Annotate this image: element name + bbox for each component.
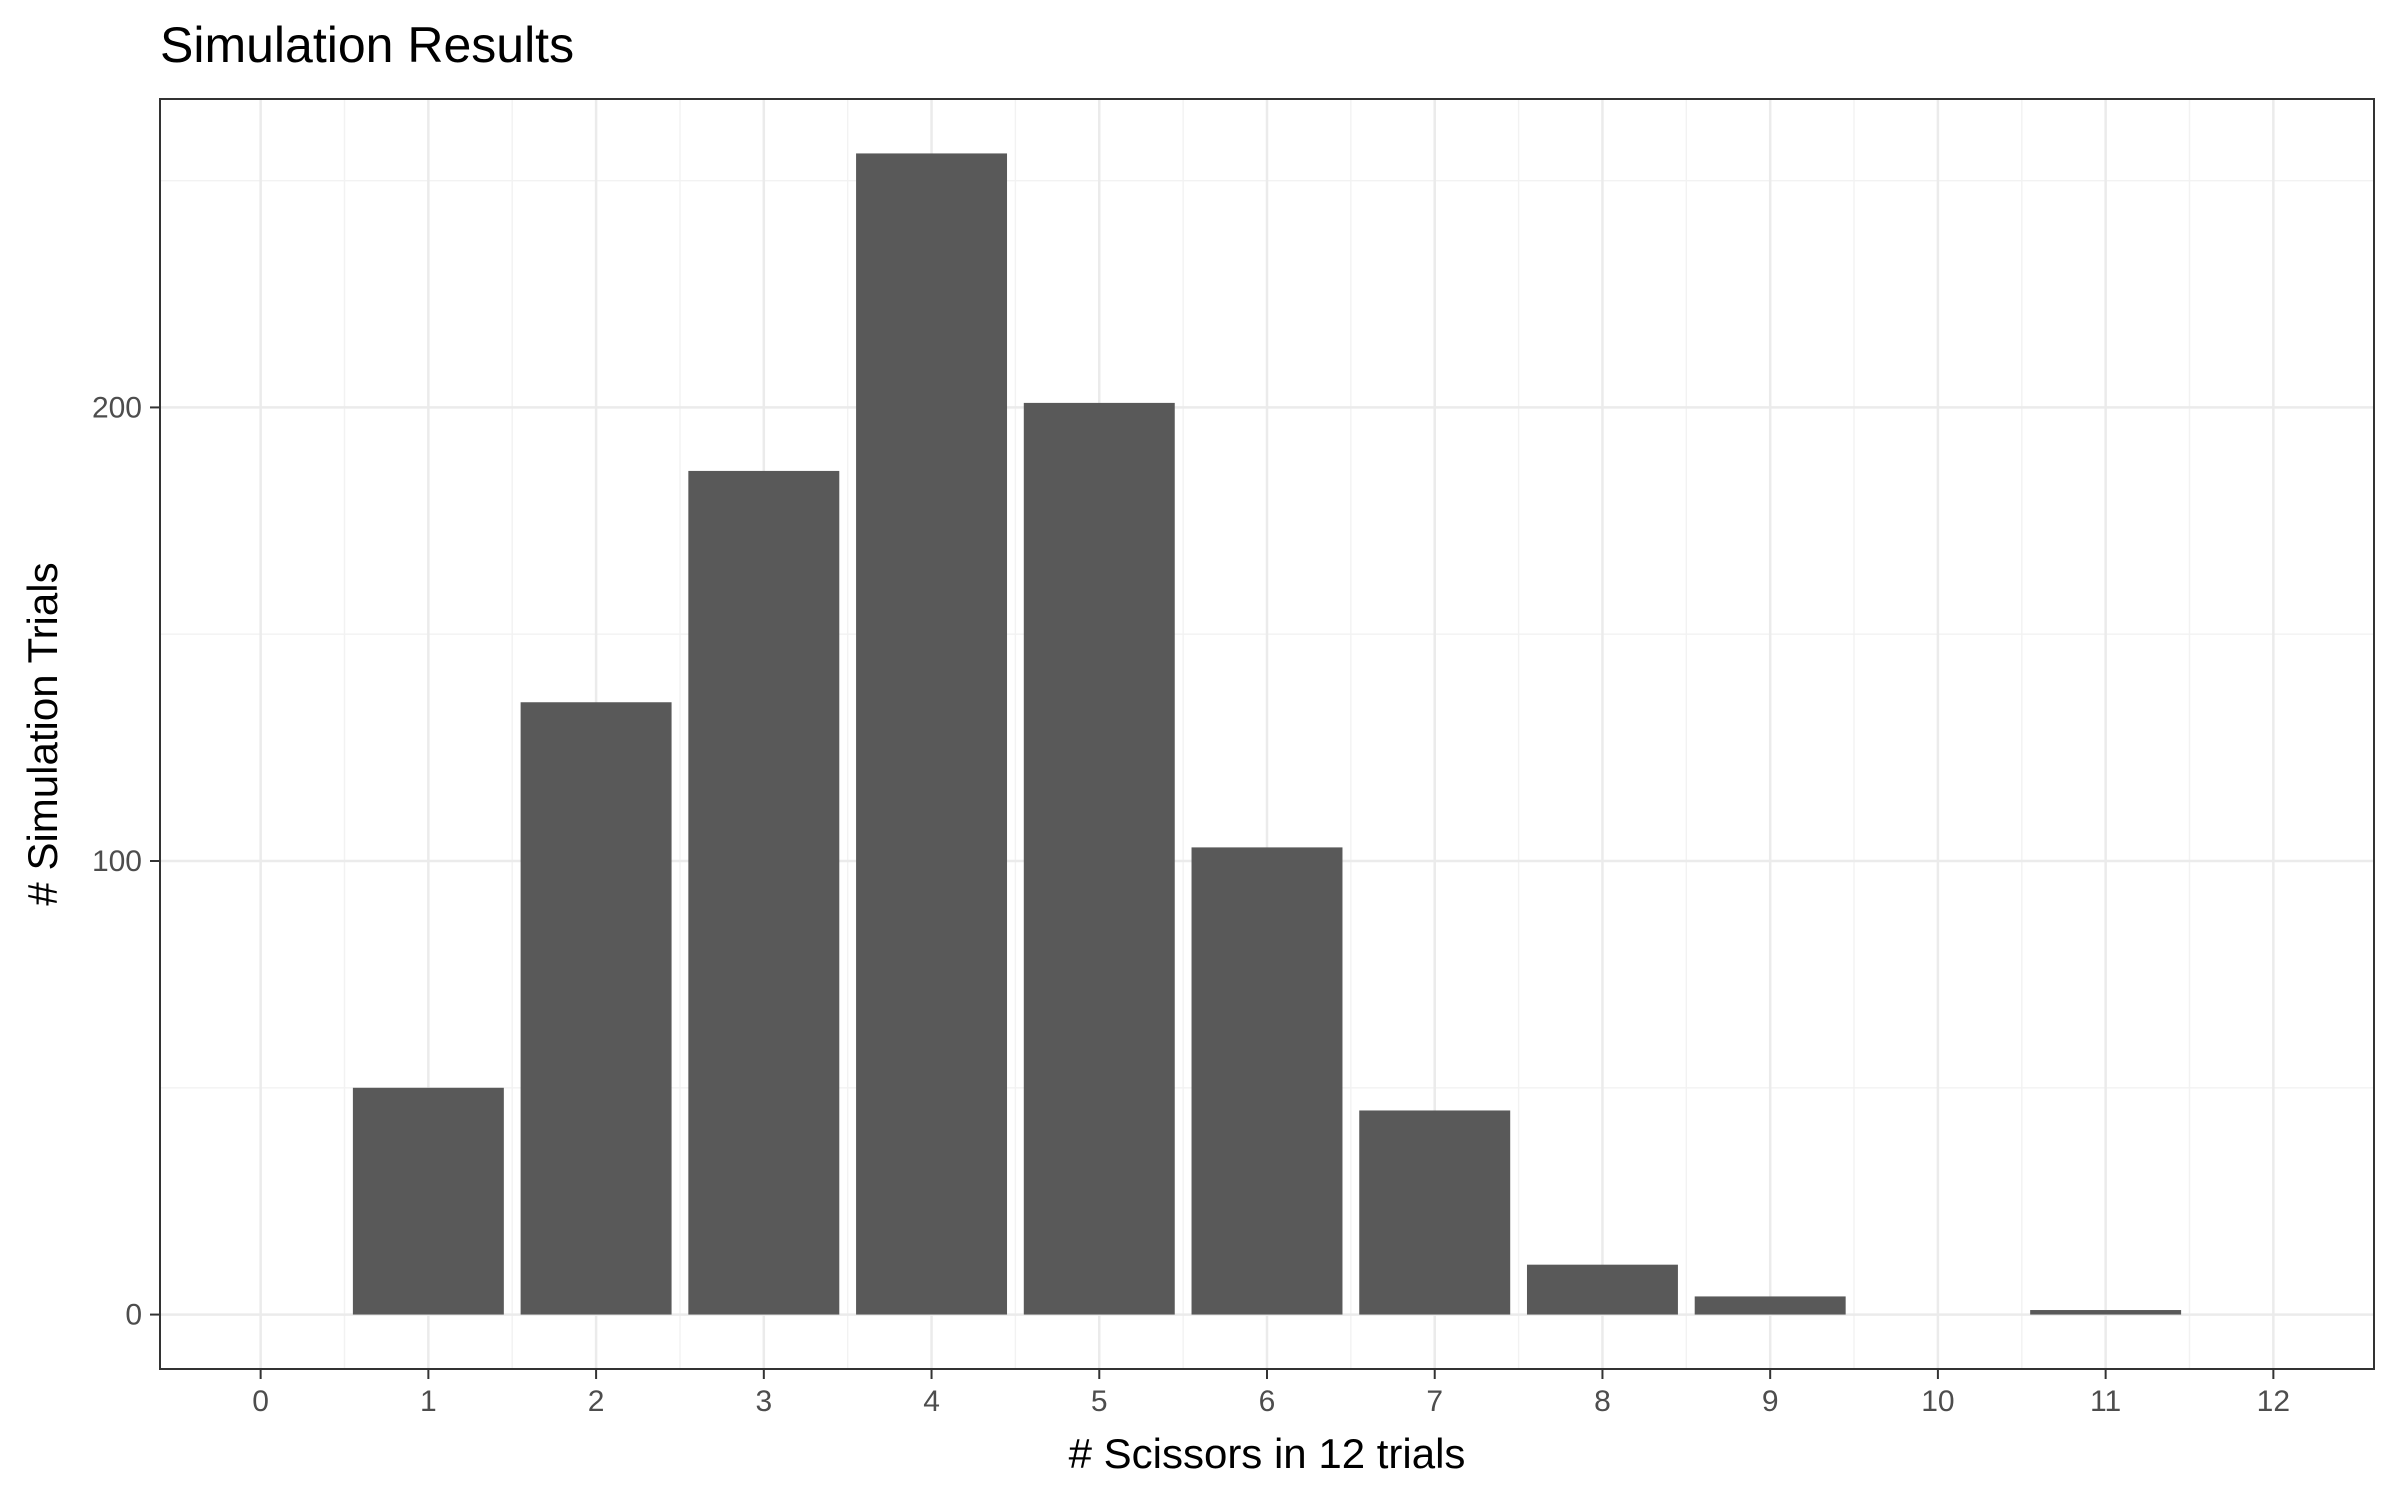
x-tick-label: 4 <box>923 1385 940 1418</box>
bar-layer <box>352 153 2182 1315</box>
bar-6 <box>1191 847 1343 1315</box>
x-tick-label: 6 <box>1259 1385 1276 1418</box>
bar-8 <box>1526 1264 1678 1315</box>
bar-3 <box>688 470 840 1315</box>
bar-7 <box>1359 1110 1511 1315</box>
y-axis-title: # Simulation Trials <box>19 562 66 905</box>
x-tick-label: 7 <box>1426 1385 1443 1418</box>
bar-2 <box>520 702 672 1315</box>
x-tick-label: 10 <box>1921 1385 1954 1418</box>
bar-11 <box>2030 1310 2182 1315</box>
x-tick-label: 8 <box>1594 1385 1611 1418</box>
y-tick-label: 100 <box>92 845 142 878</box>
y-tick-label: 200 <box>92 391 142 424</box>
y-tick-label: 0 <box>125 1299 142 1332</box>
y-axis: 0 100 200 <box>92 391 160 1332</box>
bar-1 <box>352 1087 504 1315</box>
x-tick-label: 0 <box>252 1385 269 1418</box>
x-tick-label: 1 <box>420 1385 437 1418</box>
x-tick-label: 3 <box>755 1385 772 1418</box>
x-tick-label: 9 <box>1762 1385 1779 1418</box>
x-tick-label: 2 <box>588 1385 605 1418</box>
x-tick-label: 12 <box>2257 1385 2290 1418</box>
bar-9 <box>1694 1296 1846 1315</box>
x-tick-label: 5 <box>1091 1385 1108 1418</box>
chart-title: Simulation Results <box>160 17 574 73</box>
x-axis: 0 1 2 3 4 5 6 7 8 9 10 11 12 <box>252 1369 2290 1418</box>
bar-4 <box>856 153 1008 1315</box>
x-tick-label: 11 <box>2090 1385 2121 1418</box>
x-axis-title: # Scissors in 12 trials <box>1069 1430 1466 1477</box>
bar-5 <box>1023 402 1175 1315</box>
